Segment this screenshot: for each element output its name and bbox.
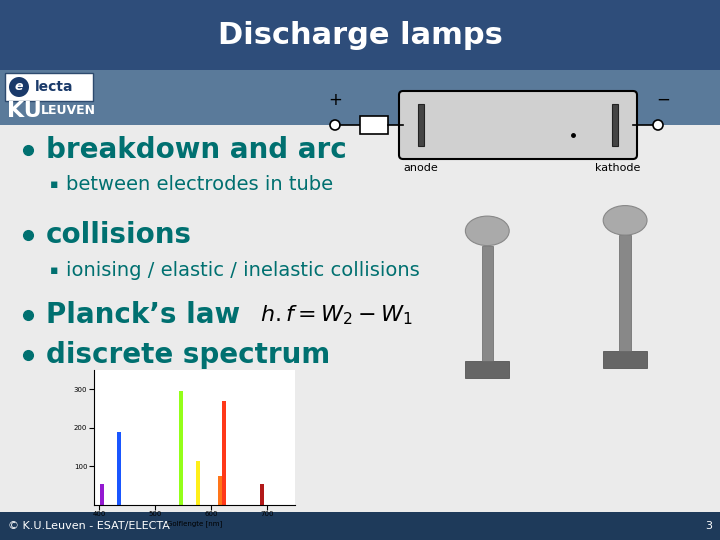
Text: $h.f = W_2 - W_1$: $h.f = W_2 - W_1$ [260,303,413,327]
Circle shape [465,216,509,246]
Text: lecta: lecta [35,80,73,94]
Bar [260,484,264,505]
Circle shape [9,77,29,97]
Bar [418,104,424,146]
Text: ▪: ▪ [50,264,58,276]
Bar [0,70,720,125]
Bar [612,104,618,146]
Text: kathode: kathode [595,163,641,173]
Text: −: − [656,91,670,109]
Text: Discharge lamps: Discharge lamps [217,21,503,50]
X-axis label: Golflengte [nm]: Golflengte [nm] [167,520,222,526]
Text: between electrodes in tube: between electrodes in tube [66,176,333,194]
Bar [100,484,104,505]
Text: breakdown and arc: breakdown and arc [46,136,347,164]
Bar [179,391,183,505]
Bar [465,361,509,378]
Bar [482,246,493,361]
Bar [0,512,720,540]
Text: Planck’s law: Planck’s law [46,301,240,329]
Bar [360,116,388,134]
Bar [197,461,200,505]
Bar [217,476,222,505]
Circle shape [330,120,340,130]
Bar [0,0,720,70]
Text: e: e [14,80,23,93]
Text: discrete spectrum: discrete spectrum [46,341,330,369]
Circle shape [603,206,647,235]
Bar [619,235,631,351]
Bar [222,401,226,505]
Bar [603,351,647,368]
FancyBboxPatch shape [399,91,637,159]
Text: +: + [328,91,342,109]
Text: LEUVEN: LEUVEN [41,105,96,118]
Text: KU: KU [7,101,42,121]
Text: ▪: ▪ [50,179,58,192]
Bar [0,125,720,512]
Bar [117,431,121,505]
Bar [5,73,93,101]
Text: anode: anode [404,163,438,173]
Text: collisions: collisions [46,221,192,249]
Text: © K.U.Leuven - ESAT/ELECTA: © K.U.Leuven - ESAT/ELECTA [8,521,170,531]
Text: ionising / elastic / inelastic collisions: ionising / elastic / inelastic collision… [66,260,420,280]
Circle shape [653,120,663,130]
Text: 3: 3 [705,521,712,531]
